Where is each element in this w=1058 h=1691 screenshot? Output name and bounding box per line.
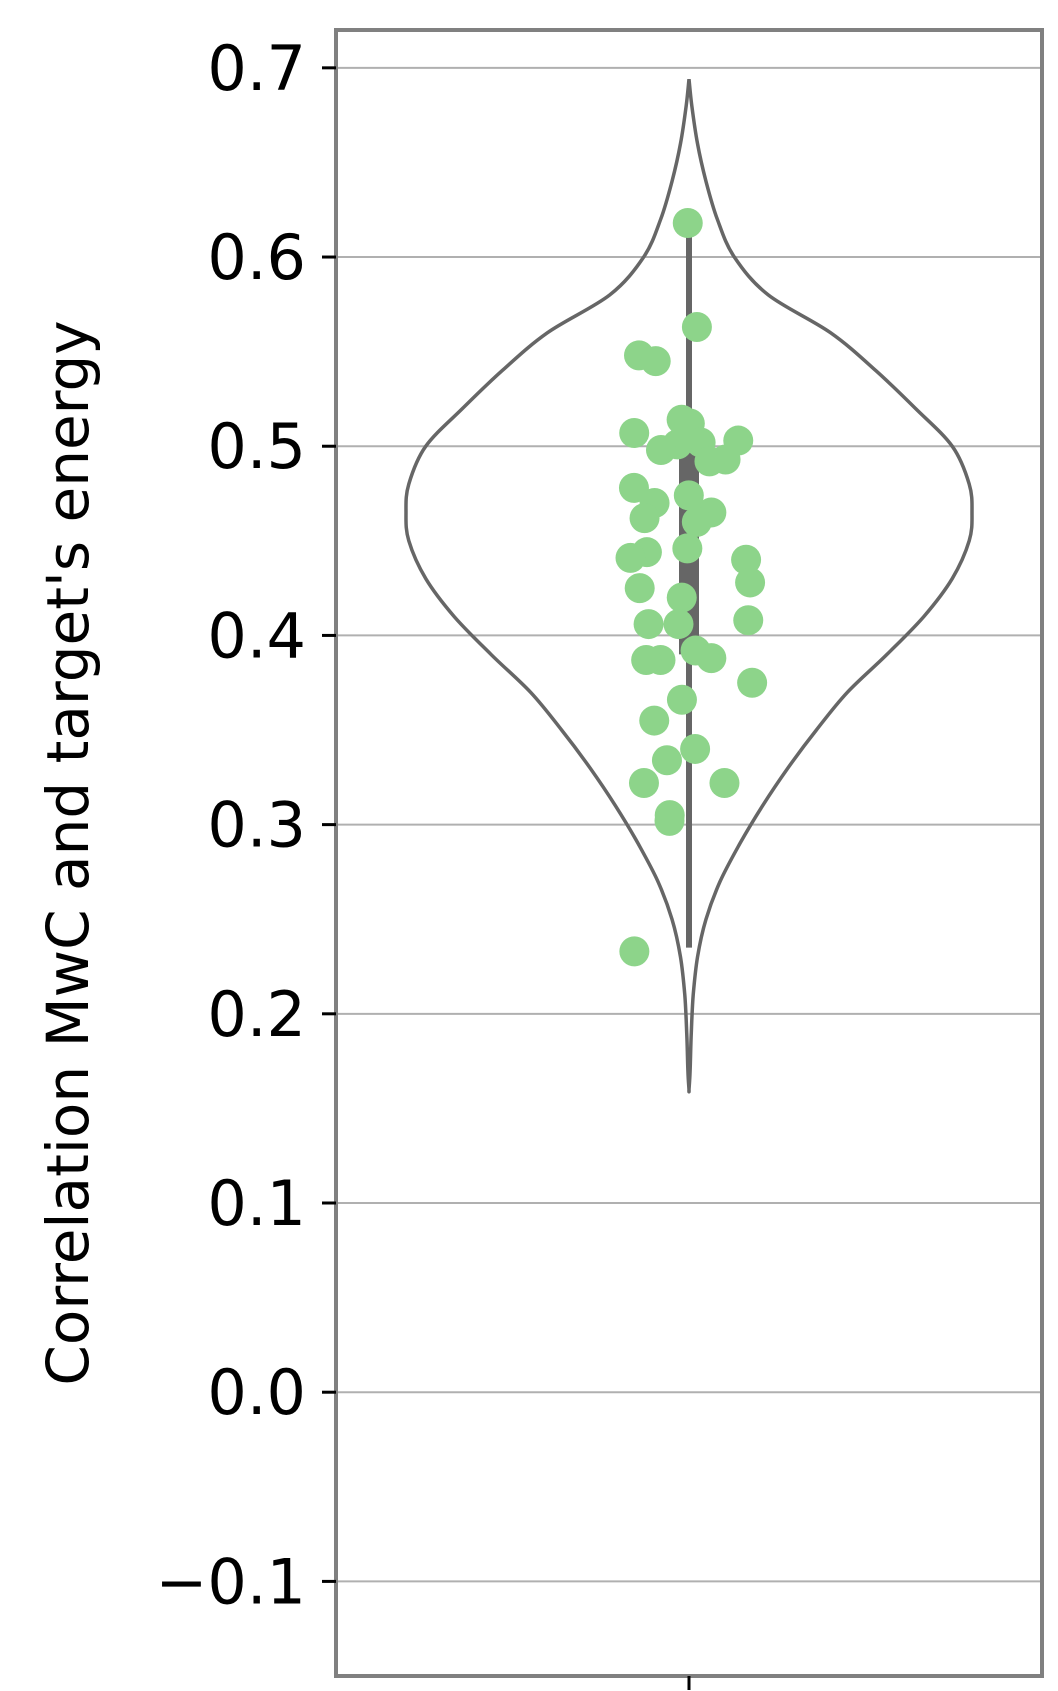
data-point [624,573,655,604]
data-point [640,346,671,377]
data-point [731,544,762,575]
y-tick-label: 0.7 [207,32,306,105]
data-point [672,207,703,238]
data-point [733,605,764,636]
y-axis-label: Correlation MwC and target's energy [34,320,102,1385]
data-points [615,207,768,967]
y-tick-label: 0.3 [207,789,306,862]
y-tick-label: 0.2 [207,978,306,1051]
data-point [629,503,660,534]
data-point [633,609,664,640]
violin-body [404,79,974,1094]
data-point [673,480,704,511]
data-point [615,542,646,573]
data-point [680,733,711,764]
data-point [709,767,740,798]
y-tick-label: 0.6 [207,221,306,294]
data-point [631,645,662,676]
data-point [696,643,727,674]
data-point [639,705,670,736]
data-point [628,767,659,798]
data-point [645,435,676,466]
data-point [619,936,650,967]
y-tick-label: −0.1 [155,1545,306,1618]
y-tick-label: 0.1 [207,1167,306,1240]
data-point [666,582,697,613]
data-point [654,805,685,836]
data-point [663,609,694,640]
data-point [694,446,725,477]
data-point [651,745,682,776]
data-point [666,684,697,715]
data-point [672,533,703,564]
data-point [618,472,649,503]
y-tick-label: 0.0 [207,1356,306,1429]
data-point [737,667,768,698]
data-point [681,312,712,343]
data-point [735,567,766,598]
y-tick-label: 0.4 [207,599,306,672]
data-point [681,506,712,537]
y-axis-ticks: −0.1 0.0 0.1 0.2 0.3 0.4 0.5 0.6 0.7 [155,32,336,1618]
y-tick-label: 0.5 [207,410,306,483]
data-point [619,417,650,448]
